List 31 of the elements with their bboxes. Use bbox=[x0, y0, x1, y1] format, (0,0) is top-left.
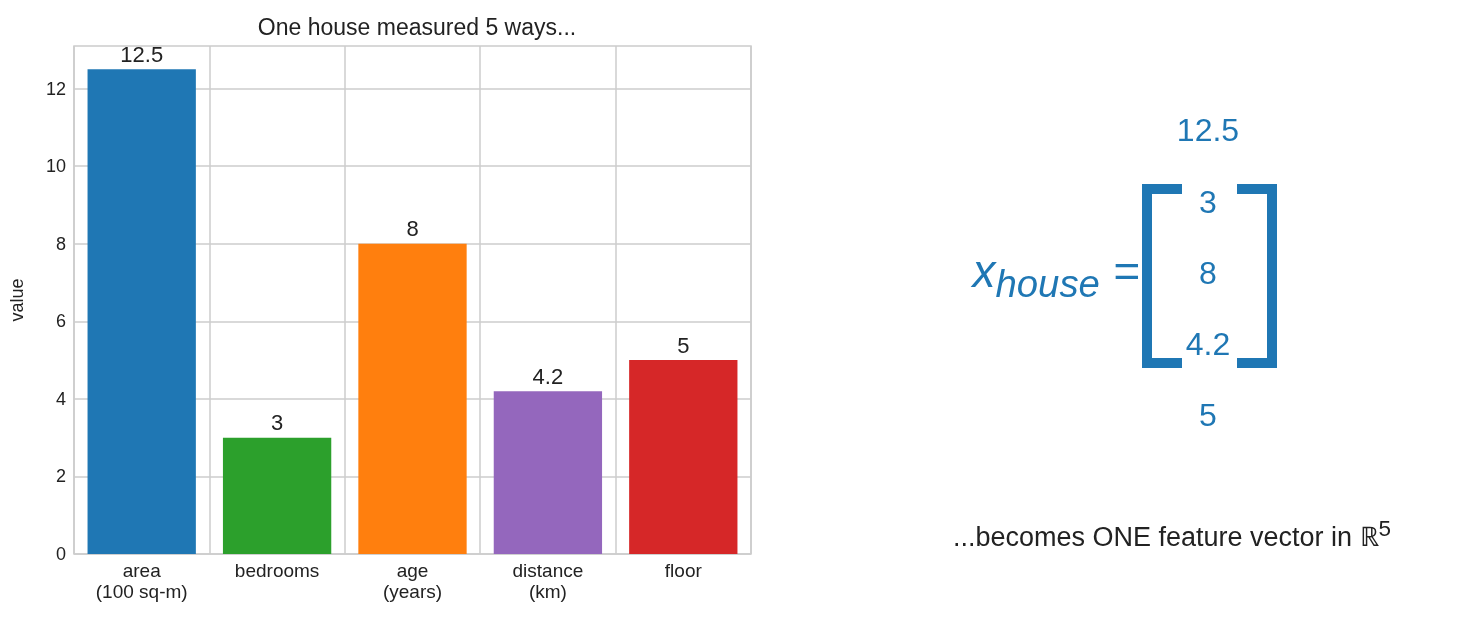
x-tick-label: age (years) bbox=[382, 560, 443, 602]
data-label: 3 bbox=[270, 410, 284, 436]
text: x$_{house}$ = bbox=[972, 243, 1140, 307]
bar bbox=[87, 69, 196, 554]
x-tick-label: distance (km) bbox=[512, 560, 584, 602]
data-label: 8 bbox=[406, 216, 419, 242]
bar bbox=[629, 360, 738, 554]
bar bbox=[493, 391, 603, 554]
text: 12.5 bbox=[1176, 111, 1240, 149]
y-tick-label: 0 bbox=[55, 544, 66, 564]
y-tick-label: 6 bbox=[55, 311, 66, 332]
y-tick-label: 2 bbox=[55, 466, 66, 487]
y-tick-label: 8 bbox=[55, 233, 66, 254]
x-tick-label: floor bbox=[664, 560, 703, 581]
y-axis-title: value bbox=[7, 278, 27, 322]
y-tick-label: 10 bbox=[45, 156, 66, 177]
y-tick-label: 4 bbox=[55, 388, 66, 409]
text: ...becomes ONE feature vector in ℝ$^{5}$ bbox=[952, 516, 1392, 554]
text: 8 bbox=[1199, 254, 1217, 292]
x-tick-label: bedrooms bbox=[234, 560, 320, 581]
bar bbox=[358, 243, 467, 554]
text: 3 bbox=[1199, 183, 1217, 221]
bar bbox=[222, 437, 332, 554]
data-label: 5 bbox=[677, 332, 690, 358]
data-label: 4.2 bbox=[532, 363, 564, 389]
data-label: 12.5 bbox=[120, 41, 164, 67]
chart-title: One house measured 5 ways... bbox=[257, 13, 577, 40]
text: 5 bbox=[1199, 396, 1217, 434]
text: 4.2 bbox=[1185, 325, 1231, 363]
y-tick-label: 12 bbox=[45, 78, 66, 99]
x-tick-label: area (100 sq-m) bbox=[95, 560, 188, 602]
